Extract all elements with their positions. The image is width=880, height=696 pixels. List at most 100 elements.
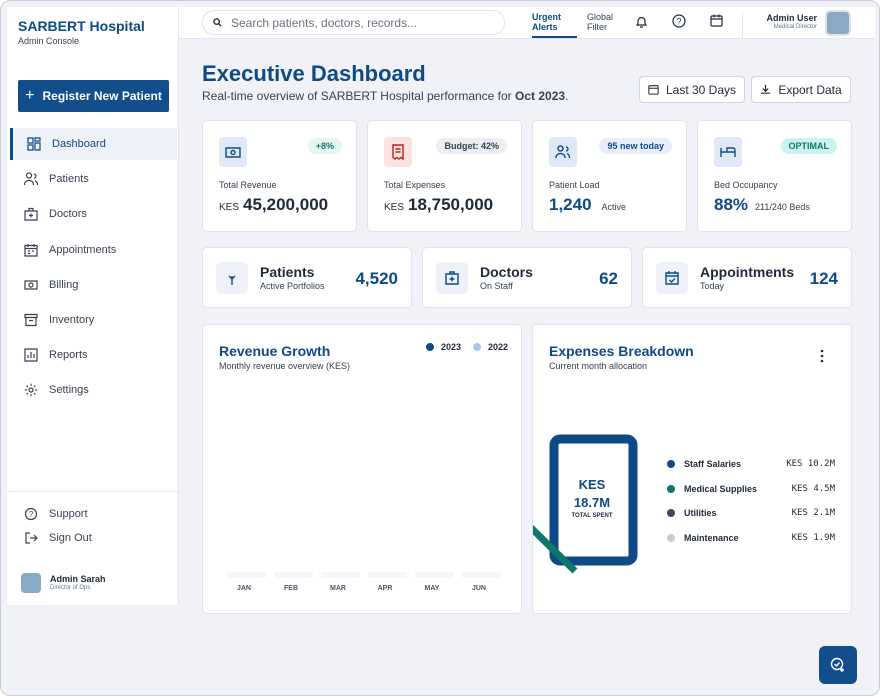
nav-item[interactable]: Reports	[10, 339, 177, 371]
kpi-glyph	[392, 144, 404, 161]
fab-icon	[830, 657, 844, 672]
expenses-card: Expenses Breakdown Current month allocat…	[532, 324, 852, 614]
kpi-icon	[219, 137, 247, 167]
kpi-glyph	[720, 147, 736, 157]
top-user-role: Medical Director	[773, 24, 817, 30]
date-range-label: Last 30 Days	[665, 82, 737, 97]
nav-icon	[24, 313, 38, 327]
item-dot	[667, 509, 675, 517]
kpi-label: Patient Load	[549, 180, 600, 190]
spend-center: KES 18.7M TOTAL SPENT	[549, 477, 635, 519]
item-name: Maintenance	[684, 532, 739, 543]
nav-icon	[24, 172, 38, 186]
nav-item[interactable]: Appointments	[10, 234, 177, 266]
revenue-card: Revenue Growth Monthly revenue overview …	[202, 324, 522, 614]
stat-glyph	[445, 271, 459, 285]
divider	[7, 491, 179, 492]
stat-subtitle: On Staff	[480, 281, 513, 291]
support-link[interactable]: ? Support	[10, 498, 177, 530]
stat-icon	[436, 262, 468, 294]
subtitle-text: Real-time overview of SARBERT Hospital p…	[202, 89, 512, 103]
calendar-icon[interactable]	[710, 14, 723, 27]
page-subtitle: Real-time overview of SARBERT Hospital p…	[202, 89, 568, 103]
nav-item[interactable]: Settings	[10, 374, 177, 406]
kpi-label: Total Revenue	[219, 180, 277, 190]
bell-icon[interactable]	[635, 15, 648, 29]
register-button[interactable]: + Register New Patient	[18, 80, 169, 112]
stat-title: Doctors	[480, 264, 533, 280]
kpi-unit: KES	[384, 202, 405, 213]
nav-item[interactable]: Billing	[10, 269, 177, 301]
nav-label: Appointments	[49, 243, 117, 256]
nav-icon	[24, 280, 38, 290]
placeholder-bar	[227, 572, 266, 578]
plus-icon: +	[25, 87, 35, 104]
kpi-card: OPTIMAL Bed Occupancy 88% 211/240 Beds	[697, 120, 852, 232]
tab-urgent-alerts[interactable]: Urgent Alerts	[532, 12, 577, 38]
download-icon	[761, 84, 771, 94]
center-unit: KES	[578, 477, 606, 492]
kpi-note: 211/240 Beds	[755, 202, 810, 212]
kpi-glyph	[225, 147, 241, 158]
export-label: Export Data	[778, 82, 842, 97]
help-icon[interactable]: ?	[672, 14, 686, 28]
svg-text:?: ?	[29, 510, 34, 519]
nav-label: Patients	[49, 173, 89, 186]
stat-title: Patients	[260, 264, 315, 280]
legend-swatch	[426, 343, 434, 351]
calendar-icon	[648, 85, 659, 95]
tab-global-filter[interactable]: Global Filter	[587, 12, 614, 32]
kpi-value-row: 1,240 Active	[549, 195, 626, 215]
fab-button[interactable]	[819, 646, 857, 684]
nav-label: Inventory	[49, 314, 95, 326]
stat-card: Doctors On Staff 62	[422, 247, 632, 308]
kpi-icon	[384, 137, 412, 167]
item-name: Staff Salaries	[684, 459, 742, 469]
stat-value: 124	[809, 269, 838, 288]
date-range-button[interactable]: Last 30 Days	[639, 76, 745, 103]
nav-item[interactable]: Patients	[10, 163, 177, 195]
placeholder-bar	[462, 572, 501, 578]
stat-glyph	[226, 273, 238, 285]
nav-item[interactable]: Inventory	[10, 304, 177, 336]
signout-link[interactable]: Sign Out	[10, 522, 177, 554]
month-label: JAN	[236, 585, 251, 592]
kpi-value: 45,200,000	[243, 195, 329, 214]
nav-label: Doctors	[49, 208, 87, 221]
subtitle-period: Oct 2023	[515, 89, 566, 103]
nav-item[interactable]: Doctors	[10, 198, 177, 230]
menu-icon[interactable]	[818, 349, 826, 363]
nav-icon	[24, 243, 38, 257]
nav-icon	[27, 137, 41, 151]
stat-title: Appointments	[700, 264, 795, 280]
month-label: JUN	[471, 585, 486, 592]
item-value: KES 4.5M	[791, 483, 835, 494]
month-label: MAR	[330, 585, 346, 592]
search-icon	[213, 18, 222, 27]
item-name: Utilities	[684, 508, 717, 518]
kpi-card: 95 new today Patient Load 1,240 Active	[532, 120, 687, 232]
search-placeholder: Search patients, doctors, records...	[231, 15, 418, 30]
sidebar: SARBERT Hospital Admin Console + Register…	[7, 7, 179, 605]
export-button[interactable]: Export Data	[751, 76, 851, 103]
nav-item[interactable]: Dashboard	[10, 128, 177, 160]
item-value: KES 2.1M	[791, 508, 835, 518]
stat-icon	[656, 262, 688, 294]
stat-subtitle: Active Portfolios	[260, 281, 325, 291]
item-value: KES 1.9M	[791, 532, 835, 543]
kpi-glyph	[555, 145, 571, 159]
stat-value: 4,520	[355, 269, 398, 288]
nav-icon	[24, 348, 38, 362]
page-title: Executive Dashboard	[202, 61, 426, 86]
month-label: FEB	[284, 585, 298, 592]
item-dot	[667, 460, 675, 468]
search-box[interactable]: Search patients, doctors, records...	[202, 10, 505, 35]
legend-label: 2022	[488, 342, 509, 352]
kpi-value: 88%	[714, 195, 749, 214]
stat-value: 62	[599, 269, 618, 288]
revenue-subtitle: Monthly revenue overview (KES)	[219, 361, 351, 371]
avatar	[21, 573, 41, 593]
stat-glyph	[665, 271, 679, 285]
placeholder-bar	[368, 572, 407, 578]
month-label: APR	[377, 585, 393, 592]
